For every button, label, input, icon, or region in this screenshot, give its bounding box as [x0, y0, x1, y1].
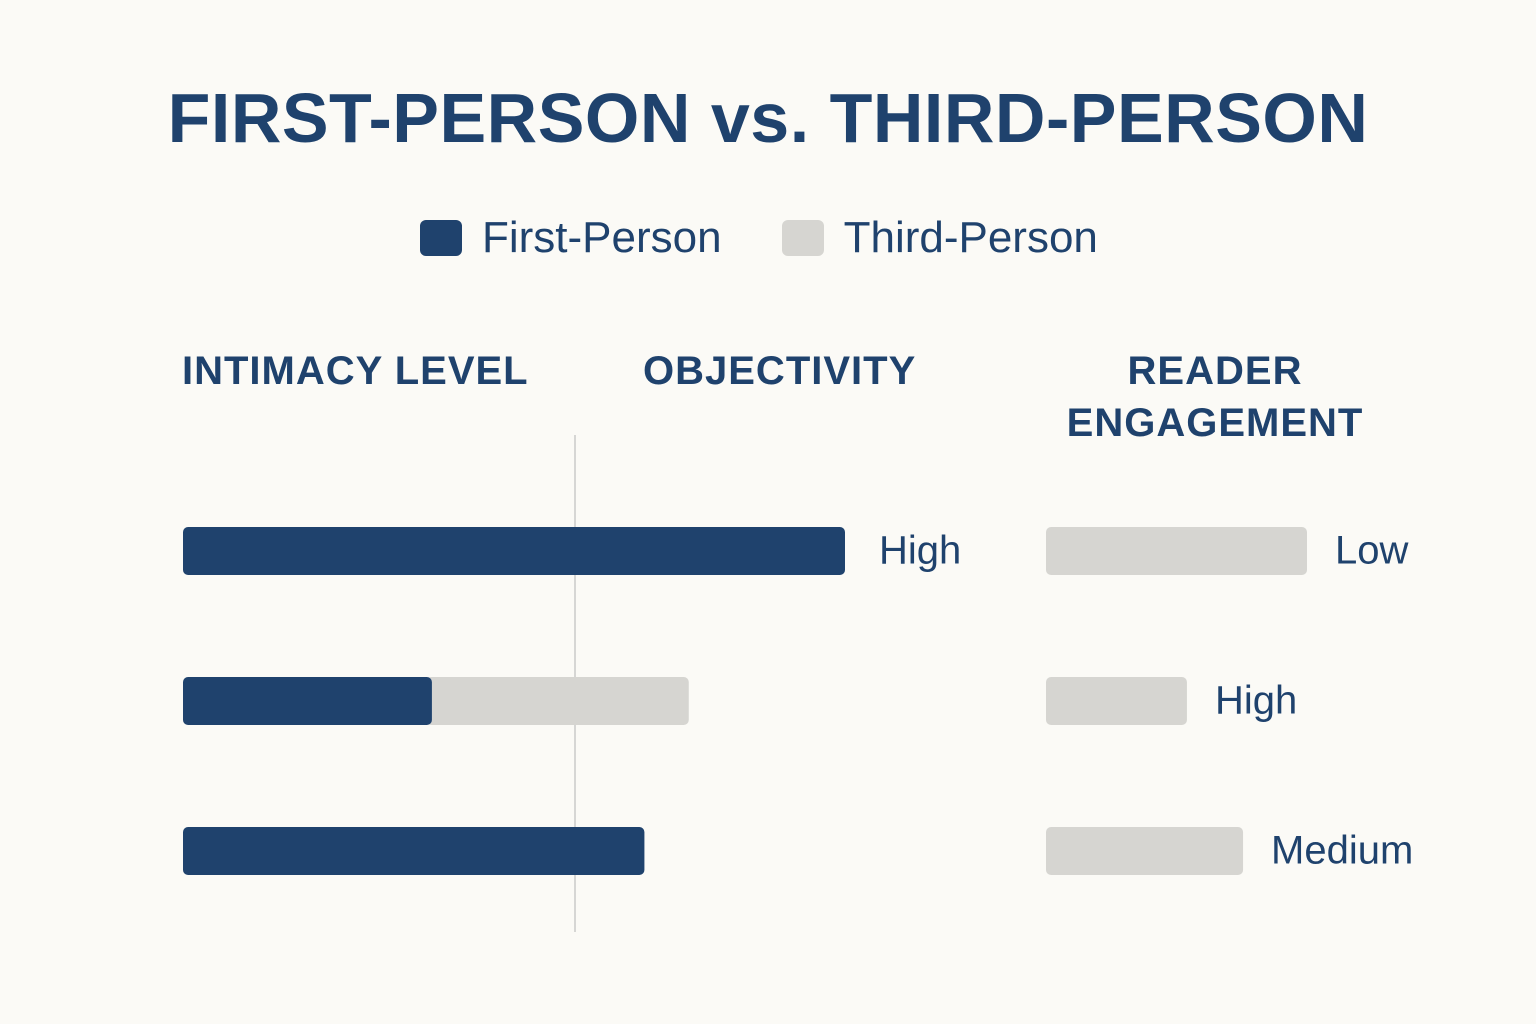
header-reader-engagement-line2: ENGAGEMENT: [1066, 401, 1364, 445]
chart-title: FIRST-PERSON vs. THIRD-PERSON: [167, 79, 1369, 157]
bar-third-person-right-2: [1046, 677, 1187, 725]
bar-label-right-1: Low: [1335, 529, 1408, 573]
legend-item-first-person: First-Person: [420, 213, 722, 263]
legend-swatch-first-person: [420, 220, 462, 256]
bar-third-person-left-2: [425, 677, 689, 725]
bar-third-person-right-1: [1046, 527, 1307, 575]
bar-label-right-3: Medium: [1271, 829, 1413, 873]
legend-label-third-person: Third-Person: [843, 213, 1098, 262]
bar-first-person-left-3: [183, 827, 645, 875]
bar-first-person-left-2: [183, 677, 432, 725]
bar-label-left-1: High: [879, 529, 961, 573]
legend: First-Person Third-Person: [420, 210, 1158, 266]
legend-item-third-person: Third-Person: [781, 213, 1098, 263]
bar-label-right-2: High: [1215, 679, 1297, 723]
legend-swatch-third-person: [781, 220, 824, 256]
header-objectivity: OBJECTIVITY: [643, 349, 917, 393]
bar-third-person-right-3: [1046, 827, 1244, 875]
header-reader-engagement: READER ENGAGEMENT: [1060, 345, 1370, 449]
legend-label-first-person: First-Person: [482, 213, 722, 262]
header-intimacy-level: INTIMACY LEVEL: [182, 349, 529, 393]
bar-first-person-left-1: [183, 527, 845, 575]
header-reader-engagement-line1: READER: [1127, 349, 1303, 393]
